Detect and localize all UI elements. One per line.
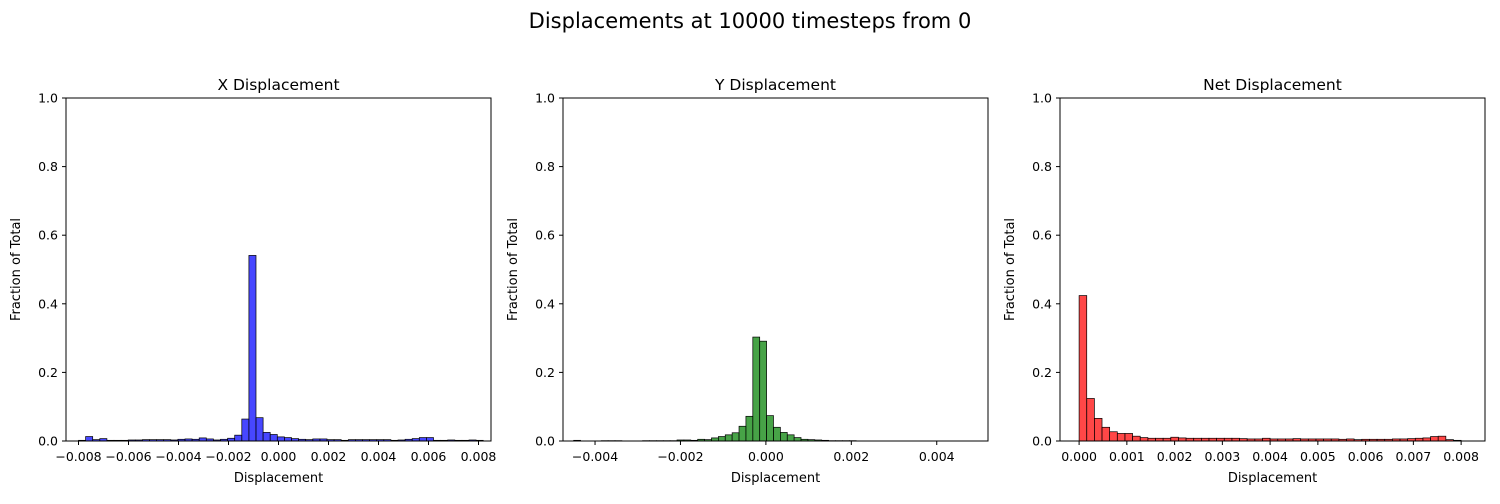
histogram-bar bbox=[1171, 437, 1179, 441]
histogram-bar bbox=[725, 435, 732, 441]
x-tick-label: 0.003 bbox=[1204, 449, 1240, 464]
y-tick-label: 0.0 bbox=[1032, 434, 1052, 449]
histogram-bar bbox=[256, 418, 263, 441]
y-tick-label: 0.6 bbox=[535, 228, 555, 243]
x-tick-label: −0.002 bbox=[205, 449, 251, 464]
x-tick-label: 0.004 bbox=[1252, 449, 1288, 464]
histogram-bar bbox=[426, 438, 433, 441]
y-tick-label: 0.4 bbox=[1032, 296, 1052, 311]
histogram-bar bbox=[242, 419, 249, 441]
y-tick-label: 1.0 bbox=[38, 91, 58, 106]
x-tick-label: 0.006 bbox=[1348, 449, 1384, 464]
histogram-bar bbox=[86, 437, 93, 441]
y-tick-label: 0.6 bbox=[38, 228, 58, 243]
y-tick-label: 0.6 bbox=[1032, 228, 1052, 243]
panel-title-net: Net Displacement bbox=[1203, 76, 1342, 94]
axes-frame bbox=[66, 98, 491, 441]
y-tick-label: 0.4 bbox=[38, 296, 58, 311]
y-tick-label: 0.2 bbox=[38, 365, 58, 380]
axes-frame bbox=[563, 98, 988, 441]
histogram-bar bbox=[787, 435, 794, 441]
histogram-bar bbox=[753, 337, 760, 441]
y-tick-label: 1.0 bbox=[535, 91, 555, 106]
y-tick-label: 0.8 bbox=[535, 159, 555, 174]
histogram-bar bbox=[760, 341, 767, 441]
x-tick-label: 0.000 bbox=[748, 449, 784, 464]
panel-y-displacement: 0.0 0.2 0.4 0.6 0.8 1.0 −0.004 −0.002 0.000 0.002… bbox=[506, 76, 988, 486]
histogram-bar bbox=[419, 438, 426, 441]
panel-title-x: X Displacement bbox=[217, 76, 339, 94]
panel-title-y: Y Displacement bbox=[714, 76, 836, 94]
histogram-bar bbox=[235, 435, 242, 441]
x-tick-label: −0.004 bbox=[155, 449, 201, 464]
y-tick-label: 0.0 bbox=[38, 434, 58, 449]
histogram-bar bbox=[718, 437, 725, 441]
histogram-bar bbox=[1431, 437, 1439, 441]
histogram-bar bbox=[794, 438, 801, 441]
histogram-bar bbox=[1140, 438, 1148, 441]
x-axis-label: Displacement bbox=[731, 471, 820, 486]
x-tick-label: 0.002 bbox=[1157, 449, 1193, 464]
y-axis-label: Fraction of Total bbox=[506, 218, 521, 321]
y-tick-label: 0.8 bbox=[1032, 159, 1052, 174]
histogram-bar bbox=[746, 416, 753, 441]
y-tick-label: 0.2 bbox=[535, 365, 555, 380]
y-tick-label: 0.4 bbox=[535, 296, 555, 311]
y-axis-label: Fraction of Total bbox=[9, 218, 24, 321]
histogram-bar bbox=[773, 427, 780, 441]
axes-frame bbox=[1060, 98, 1485, 441]
x-tick-label: 0.004 bbox=[919, 449, 955, 464]
histogram-bar bbox=[1102, 427, 1110, 441]
histogram-bar bbox=[1087, 398, 1095, 441]
histogram-bar bbox=[263, 432, 270, 441]
x-tick-label: 0.002 bbox=[833, 449, 869, 464]
histogram-bar bbox=[1110, 432, 1118, 441]
histogram-bar bbox=[1133, 436, 1141, 441]
y-tick-label: 1.0 bbox=[1032, 91, 1052, 106]
histogram-bar bbox=[1117, 433, 1125, 441]
figure-title: Displacements at 10000 timesteps from 0 bbox=[529, 9, 972, 33]
x-tick-label: 0.000 bbox=[1061, 449, 1097, 464]
x-tick-label: −0.006 bbox=[105, 449, 151, 464]
panel-x-displacement: 0.0 0.2 0.4 0.6 0.8 1.0 −0.008 −0.006 −0.004 −0.0… bbox=[9, 76, 496, 486]
histogram-bar bbox=[1079, 296, 1087, 441]
x-tick-label: −0.002 bbox=[657, 449, 703, 464]
x-axis-label: Displacement bbox=[234, 471, 323, 486]
histogram-bar bbox=[1125, 433, 1133, 441]
x-tick-label: 0.007 bbox=[1395, 449, 1431, 464]
histogram-bar bbox=[249, 255, 256, 441]
x-tick-label: 0.008 bbox=[461, 449, 497, 464]
histogram-bar bbox=[277, 437, 284, 441]
histogram-bar bbox=[732, 433, 739, 441]
histogram-bar bbox=[739, 426, 746, 441]
x-tick-label: −0.008 bbox=[55, 449, 101, 464]
histogram-bar bbox=[767, 416, 774, 441]
x-tick-label: 0.001 bbox=[1109, 449, 1145, 464]
x-tick-label: 0.005 bbox=[1300, 449, 1336, 464]
y-tick-label: 0.8 bbox=[38, 159, 58, 174]
x-tick-label: 0.004 bbox=[361, 449, 397, 464]
y-axis-label: Fraction of Total bbox=[1003, 218, 1018, 321]
y-tick-label: 0.2 bbox=[1032, 365, 1052, 380]
histogram-bar bbox=[270, 434, 277, 441]
x-tick-label: 0.008 bbox=[1443, 449, 1479, 464]
x-tick-label: 0.006 bbox=[411, 449, 447, 464]
histogram-bar bbox=[1094, 418, 1102, 441]
histogram-bar bbox=[780, 432, 787, 441]
panel-net-displacement: 0.0 0.2 0.4 0.6 0.8 1.0 0.000 0.001 0.002 0.003 0.… bbox=[1003, 76, 1485, 486]
histogram-bar bbox=[1438, 436, 1446, 441]
x-tick-label: 0.000 bbox=[261, 449, 297, 464]
x-tick-label: −0.004 bbox=[572, 449, 618, 464]
x-tick-label: 0.002 bbox=[311, 449, 347, 464]
y-tick-label: 0.0 bbox=[535, 434, 555, 449]
x-axis-label: Displacement bbox=[1228, 471, 1317, 486]
histogram-bar bbox=[284, 438, 291, 441]
